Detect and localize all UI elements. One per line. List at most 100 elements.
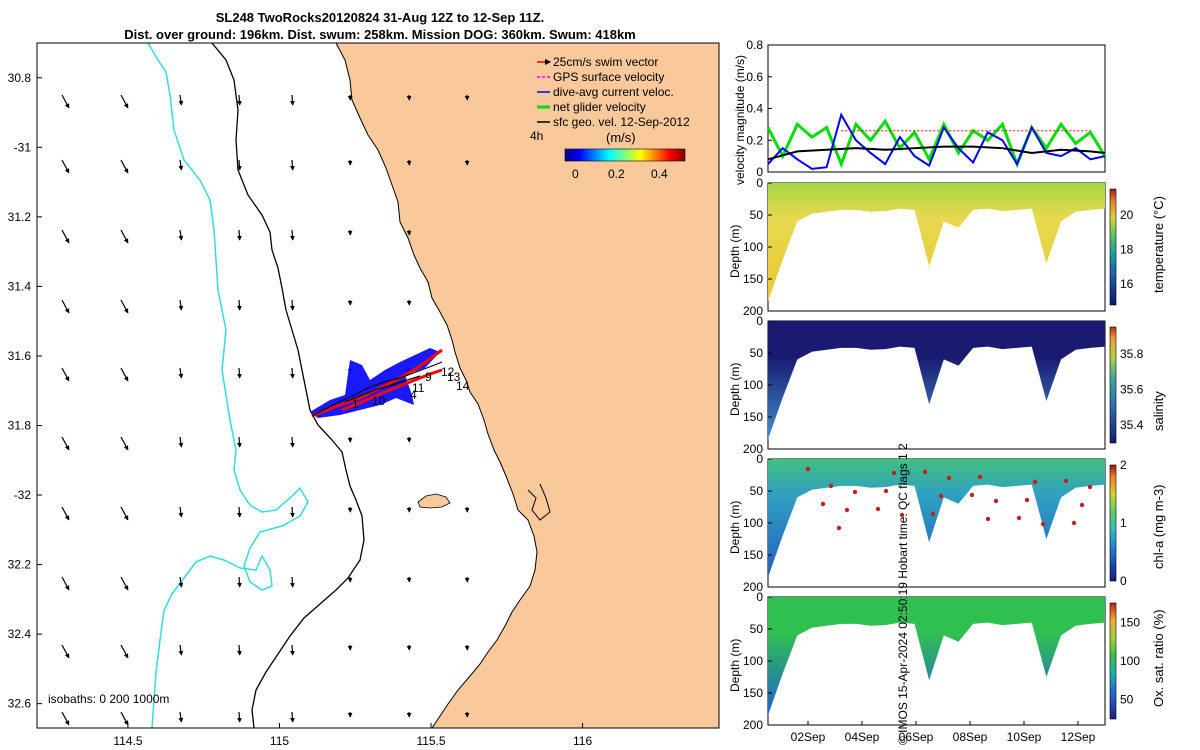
map-y-tick-label: 31.8 — [8, 418, 32, 432]
current-arrow — [120, 644, 129, 659]
current-arrow — [178, 711, 184, 723]
map-x-tick-label: 116 — [573, 734, 592, 748]
depth-ylabel: Depth (m) — [728, 225, 742, 278]
colorbar-label: chl-a (mg m-3) — [1151, 484, 1166, 569]
colorbar-label: temperature (°C) — [1151, 196, 1166, 293]
current-arrow — [120, 299, 129, 314]
map-x-tick-label: 115.5 — [416, 734, 445, 748]
current-arrow — [237, 367, 242, 379]
section-colorbar — [1109, 602, 1117, 720]
colorbar-tick: 0.4 — [651, 167, 668, 181]
current-arrow — [178, 644, 184, 656]
colorbar-tick: 0.2 — [608, 167, 625, 181]
track-label: 14 — [456, 379, 470, 393]
colorbar-tick-label: 100 — [1120, 654, 1140, 668]
velocity-axis: 0 0.2 0.4 0.6 0.8 — [746, 38, 772, 179]
chl-a-high-spot — [930, 511, 936, 517]
current-arrow — [290, 159, 295, 171]
current-arrow — [178, 506, 184, 518]
legend-label: net glider velocity — [553, 100, 646, 114]
isobath-label: isobaths: 0 200 1000m — [48, 692, 169, 706]
current-arrow — [290, 299, 295, 311]
current-arrow — [61, 159, 70, 174]
colorbar-label: Ox. sat. ratio (%) — [1151, 609, 1166, 707]
section-data-area — [768, 597, 1105, 716]
depth-ylabel: Depth (m) — [728, 639, 742, 692]
depth-tick-label: 150 — [743, 410, 763, 424]
track-label: 12 — [441, 365, 455, 379]
section-colorbar — [1109, 188, 1117, 306]
colorbar-gradient — [564, 148, 686, 162]
depth-tick-label: 0 — [756, 590, 763, 604]
chl-a-high-spot — [969, 492, 975, 498]
chl-a-high-spot — [1071, 520, 1077, 526]
colorbar-label: salinity — [1151, 391, 1166, 431]
current-arrow — [61, 229, 70, 244]
legend-label: dive-avg current veloc. — [553, 85, 674, 99]
chl-a-high-spot — [899, 512, 905, 518]
chl-a-high-spot — [985, 516, 991, 522]
colorbar-label: (m/s) — [606, 130, 636, 145]
date-tick-label: 12Sep — [1061, 730, 1096, 744]
chl-a-high-spot — [875, 506, 881, 512]
velocity-frame — [767, 44, 1106, 173]
velocity-y-tick-label: 0 — [756, 165, 763, 179]
section-colorbar — [1109, 464, 1117, 582]
current-arrow — [61, 367, 70, 382]
section-panel-chl-a: 0 50 100 150 200 Depth (m) 0 1 2 chl-a (mg m-3) — [728, 452, 1166, 594]
date-tick-label: 04Sep — [845, 730, 880, 744]
map-y-tick-label: 32.4 — [8, 627, 32, 641]
chl-a-high-spot — [1016, 515, 1022, 521]
current-arrow — [290, 436, 295, 448]
current-arrow — [120, 576, 129, 591]
chl-a-high-spot — [1032, 479, 1038, 485]
current-arrow — [237, 436, 242, 448]
depth-tick-label: 100 — [743, 378, 763, 392]
colorbar-tick-label: 50 — [1120, 693, 1134, 707]
chl-a-high-spot — [836, 525, 842, 531]
colorbar-tick-label: 18 — [1120, 243, 1134, 257]
current-arrow — [290, 576, 295, 588]
legend-label: GPS surface velocity — [553, 70, 664, 84]
current-arrow — [237, 94, 242, 106]
depth-tick-label: 0 — [756, 176, 763, 190]
track-label: 13 — [447, 370, 461, 384]
current-arrow — [290, 94, 295, 106]
depth-tick-label: 150 — [743, 686, 763, 700]
current-arrow — [237, 576, 242, 588]
current-arrow — [178, 436, 184, 448]
map-y-tick-label: 32.6 — [8, 697, 32, 711]
current-arrow — [237, 159, 242, 171]
velocity-panel: 0 0.2 0.4 0.6 0.8 velocity magnitude (m/s) — [733, 38, 1107, 185]
net-glider-track — [311, 361, 443, 417]
chl-a-high-spot — [805, 466, 811, 472]
depth-ylabel: Depth (m) — [728, 501, 742, 554]
colorbar-tick: 0 — [572, 167, 579, 181]
current-arrow — [178, 94, 184, 106]
depth-tick-label: 200 — [743, 580, 763, 594]
map-panel: 12 13 14 11 4 10 1 9 isobaths: 0 200 100… — [8, 42, 720, 748]
velocity-y-tick-label: 0.8 — [746, 38, 763, 52]
chl-a-high-spot — [828, 483, 834, 489]
map-frame — [36, 42, 720, 729]
legend-tag: 4h — [530, 129, 543, 143]
colorbar-tick-label: 150 — [1120, 615, 1140, 629]
current-arrow — [120, 229, 129, 244]
chl-a-high-spot — [938, 493, 944, 499]
section-data-area — [768, 321, 1105, 440]
map-y-tick-label: 32.2 — [8, 558, 32, 572]
map-y-tick-label: 31.2 — [8, 210, 32, 224]
section-panel-salinity: 0 50 100 150 200 Depth (m) 35.4 35.6 35.8 salinit… — [728, 314, 1166, 456]
colorbar-tick-label: 35.4 — [1120, 418, 1144, 432]
chl-a-high-spot — [922, 469, 928, 475]
track-label: 4 — [410, 388, 417, 402]
section-panel-oxygen: 0 50 100 150 200 Depth (m) 50 100 150 Ox. sat. ra… — [728, 590, 1166, 744]
current-arrow — [120, 506, 129, 521]
figure-title-line1: SL248 TwoRocks20120824 31-Aug 12Z to 12-… — [215, 10, 545, 25]
speed-colorbar: (m/s) 0 0.2 0.4 — [564, 130, 686, 181]
chl-a-high-spot — [820, 501, 826, 507]
chl-a-high-spot — [993, 498, 999, 504]
surface-current-arrows — [61, 94, 470, 726]
